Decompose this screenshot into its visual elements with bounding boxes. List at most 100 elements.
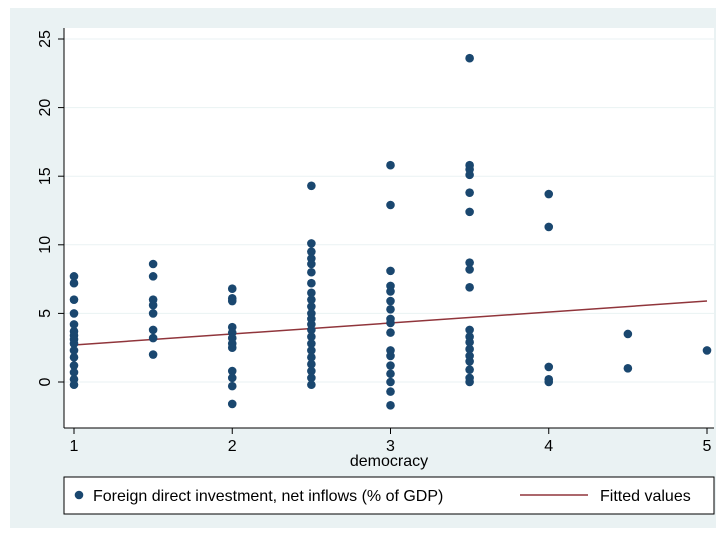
y-tick-label: 10 [37, 236, 54, 254]
scatter-point [386, 318, 395, 328]
scatter-point [69, 368, 79, 377]
scatter-point [386, 287, 395, 296]
scatter-points [69, 53, 712, 410]
scatter-point [307, 295, 316, 304]
scatter-point [702, 346, 712, 355]
scatter-point [307, 278, 316, 288]
scatter-point [386, 160, 395, 170]
scatter-point [465, 377, 474, 387]
chart-frame: 0 5 10 15 20 25 1 2 3 4 5 democracy Foreign direct… [10, 8, 716, 528]
y-tick-label: 20 [37, 99, 54, 117]
plot-area [64, 28, 714, 428]
scatter-point [148, 325, 158, 335]
y-tick-label: 5 [37, 309, 54, 318]
scatter-point [386, 304, 395, 314]
scatter-point [465, 357, 474, 366]
scatter-point [307, 239, 316, 248]
ticks: 0 5 10 15 20 25 1 2 3 4 5 [37, 30, 711, 455]
scatter-point [227, 343, 237, 353]
scatter-point [148, 272, 158, 281]
scatter-point [227, 373, 237, 383]
scatter-point [465, 325, 474, 335]
scatter-point [386, 328, 395, 337]
scatter-point [307, 346, 316, 355]
scatter-point [386, 351, 395, 361]
scatter-point [465, 188, 474, 197]
scatter-point [69, 361, 79, 370]
scatter-point [307, 288, 316, 298]
scatter-point [465, 53, 474, 63]
y-tick-label: 0 [37, 377, 54, 386]
scatter-point [544, 362, 554, 372]
scatter-point [227, 399, 237, 409]
scatter-point [148, 309, 158, 318]
x-tick-label: 5 [703, 438, 712, 455]
scatter-point [69, 309, 79, 318]
scatter-point [148, 350, 158, 359]
scatter-point [386, 200, 395, 210]
scatter-point [465, 283, 474, 292]
scatter-point [386, 401, 395, 410]
scatter-point [69, 339, 79, 348]
legend-label-fitted: Fitted values [600, 488, 691, 505]
scatter-point [623, 363, 633, 373]
scatter-point [307, 302, 316, 311]
scatter-point [623, 329, 633, 339]
y-tick-label: 15 [37, 167, 54, 185]
scatter-point [465, 265, 474, 274]
legend-label-fdi: Foreign direct investment, net inflows (… [93, 488, 443, 505]
scatter-point [227, 284, 237, 294]
legend: Foreign direct investment, net inflows (… [63, 476, 715, 515]
scatter-point [69, 278, 79, 288]
scatter-point [69, 272, 79, 281]
scatter-point [386, 369, 395, 379]
scatter-point [307, 380, 316, 390]
scatter-point [465, 207, 474, 217]
scatter-point [544, 189, 554, 199]
x-axis-title: democracy [350, 453, 428, 470]
gridlines [64, 38, 714, 383]
scatter-point [227, 296, 237, 306]
scatter-point [544, 377, 554, 387]
scatter-point [465, 170, 474, 180]
scatter-point [307, 267, 316, 277]
scatter-point [544, 222, 554, 232]
scatter-point [307, 373, 316, 383]
scatter-point [307, 339, 316, 348]
scatter-point [148, 333, 158, 343]
scatter-point [69, 346, 79, 355]
scatter-point [148, 300, 158, 310]
y-tick-label: 25 [37, 30, 54, 48]
scatter-point [386, 296, 395, 306]
scatter-point [386, 361, 395, 370]
x-tick-label: 4 [544, 438, 553, 455]
scatter-point [227, 381, 237, 391]
scatter-point [307, 366, 316, 376]
scatter-point [69, 380, 79, 390]
scatter-point [465, 258, 474, 267]
x-tick-label: 3 [386, 438, 395, 455]
scatter-chart: 0 5 10 15 20 25 1 2 3 4 5 democracy Foreign direct… [37, 28, 715, 515]
scatter-point [307, 247, 316, 256]
scatter-point [386, 266, 395, 276]
scatter-point [148, 259, 158, 269]
x-tick-label: 1 [70, 438, 79, 455]
scatter-point [307, 353, 316, 362]
legend-marker-fdi [74, 490, 84, 500]
axes [63, 28, 714, 429]
scatter-point [465, 365, 474, 374]
scatter-point [69, 320, 79, 329]
scatter-point [307, 325, 316, 335]
scatter-point [307, 332, 316, 342]
scatter-point [465, 337, 474, 347]
scatter-point [69, 295, 79, 304]
legend-box [63, 476, 715, 515]
scatter-point [227, 366, 237, 376]
scatter-point [307, 259, 316, 269]
scatter-point [386, 387, 395, 396]
scatter-point [69, 353, 79, 362]
scatter-point [307, 359, 316, 369]
x-tick-label: 2 [228, 438, 237, 455]
scatter-point [465, 344, 474, 354]
scatter-point [307, 181, 316, 191]
